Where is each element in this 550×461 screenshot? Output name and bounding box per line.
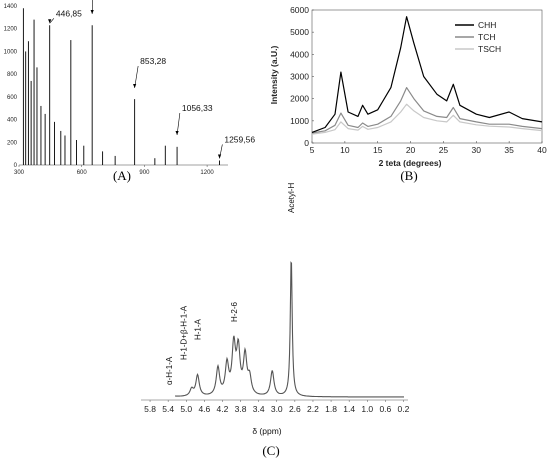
b-legend-label: TSCH	[478, 44, 501, 54]
c-x-tick-label: 2.2	[307, 404, 319, 414]
b-x-tick-label: 30	[472, 145, 482, 155]
b-x-tick-label: 20	[406, 145, 416, 155]
a-annotation-label: 1056,33	[182, 103, 213, 113]
a-annotation-arrowhead	[90, 10, 94, 14]
c-x-tick-label: 5.4	[162, 404, 174, 414]
b-x-tick-label: 5	[310, 145, 315, 155]
a-y-tick-label: 600	[7, 95, 18, 101]
b-series-line-tch	[311, 86, 543, 134]
b-x-tick-label: 10	[340, 145, 350, 155]
c-axis: 5.8 5.4 5.0 4.6 4.2 3.8 3.4 3.0 2.6 2.2 1.8 1.4 1.0 0…	[141, 399, 410, 414]
b-series-line-tsch	[311, 103, 543, 135]
a-y-tick-label: 200	[7, 140, 18, 146]
a-annotation-arrowhead	[48, 19, 52, 24]
b-y-axis-title: Intensity (a.U.)	[269, 46, 279, 105]
panel-label-c: (C)	[262, 443, 279, 458]
a-y-tick-label: 1000	[4, 49, 18, 55]
b-y-tick-label: 6000	[290, 5, 309, 15]
b-legend-label: TCH	[478, 32, 495, 42]
a-peaks	[19, 8, 228, 166]
c-annotation-label: α-H-1-A	[165, 356, 174, 385]
c-x-tick-label: 0.2	[398, 404, 410, 414]
c-x-tick-label: 5.8	[144, 404, 156, 414]
a-y-tick-label: 400	[7, 118, 18, 124]
c-line	[175, 261, 404, 398]
c-x-tick-label: 5.0	[180, 404, 192, 414]
a-x-ticks: 300 600 900 1200	[14, 165, 214, 176]
c-x-tick-label: 1.8	[325, 404, 337, 414]
a-y-tick-label: 0	[14, 163, 18, 169]
c-annotations: α-H-1-A H-1-D+β-H-1-A H-1-A H-2-6 Acetyl-H	[165, 183, 296, 385]
a-y-ticks: 0 200 400 600 800 1000 1200 1400	[4, 4, 18, 169]
c-annotation-label: H-1-A	[194, 318, 203, 340]
b-y-tick-label: 1000	[290, 116, 309, 126]
panel-b-xrd: 5 10 15 20 25 30 35 40 0 1000 2000 3000 4000 5000 6000…	[269, 5, 547, 183]
c-x-tick-label: 1.4	[343, 404, 355, 414]
b-legend-label: CHH	[478, 20, 496, 30]
b-axes: 5 10 15 20 25 30 35 40 0 1000 2000 3000 4000 5000 6000	[290, 5, 547, 155]
a-x-tick-label: 1200	[200, 170, 214, 176]
a-x-tick-label: 900	[139, 170, 150, 176]
c-x-tick-label: 4.2	[217, 404, 229, 414]
a-annotation-label: 853,28	[140, 56, 166, 66]
a-y-tick-label: 1200	[4, 27, 18, 33]
panel-c-nmr: 5.8 5.4 5.0 4.6 4.2 3.8 3.4 3.0 2.6 2.2 1.8 1.4 1.0 0…	[141, 183, 410, 458]
a-annotation-label: 446,85	[56, 8, 82, 18]
c-x-tick-label: 2.6	[289, 404, 301, 414]
a-y-tick-label: 800	[7, 72, 18, 78]
b-y-tick-label: 4000	[290, 49, 309, 59]
b-series-line-chh	[311, 16, 543, 133]
c-x-axis-title: δ (ppm)	[252, 426, 281, 436]
b-x-tick-label: 15	[373, 145, 383, 155]
b-y-tick-label: 5000	[290, 27, 309, 37]
c-annotation-label: H-1-D+β-H-1-A	[180, 305, 189, 360]
c-annotation-label: H-2-6	[230, 301, 239, 322]
b-x-tick-label: 40	[537, 145, 547, 155]
c-annotation-label: Acetyl-H	[287, 183, 296, 213]
b-x-axis-title: 2 teta (degrees)	[379, 158, 442, 168]
a-annotation-arrowhead	[133, 84, 137, 88]
c-spectrum-line	[175, 261, 404, 398]
a-x-tick-label: 300	[14, 170, 25, 176]
b-x-tick-label: 35	[504, 145, 514, 155]
b-y-tick-label: 3000	[290, 72, 309, 82]
c-x-tick-label: 1.0	[361, 404, 373, 414]
c-x-tick-label: 3.0	[271, 404, 283, 414]
c-x-tick-label: 3.8	[235, 404, 247, 414]
b-lines	[311, 16, 543, 135]
b-y-tick-label: 2000	[290, 94, 309, 104]
a-annotation-arrowhead	[217, 154, 222, 159]
b-legend: CHH TCH TSCH	[455, 20, 501, 54]
panel-label-b: (B)	[400, 168, 417, 183]
a-annotation-arrowhead	[175, 131, 179, 135]
a-y-tick-label: 1400	[4, 4, 18, 10]
panel-label-a: (A)	[113, 168, 131, 183]
b-y-tick-label: 0	[304, 138, 309, 148]
c-x-tick-label: 4.6	[198, 404, 210, 414]
b-x-tick-label: 25	[439, 145, 449, 155]
a-x-tick-label: 600	[77, 170, 88, 176]
c-x-tick-label: 3.4	[253, 404, 265, 414]
c-x-tick-label: 0.6	[379, 404, 391, 414]
a-annotation-arrow	[49, 18, 55, 24]
a-annotation-label: 1259,56	[224, 134, 255, 144]
